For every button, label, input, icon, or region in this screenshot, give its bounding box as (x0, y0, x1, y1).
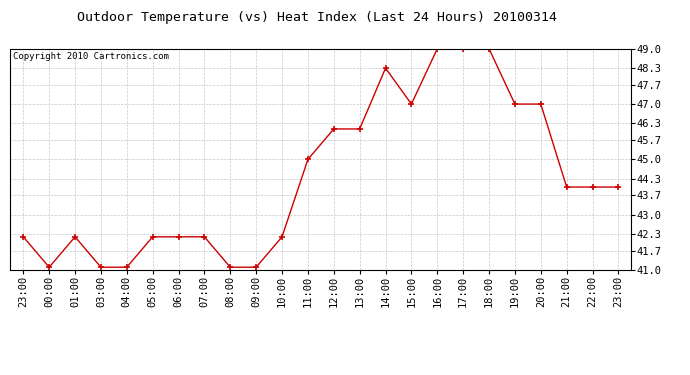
Text: Outdoor Temperature (vs) Heat Index (Last 24 Hours) 20100314: Outdoor Temperature (vs) Heat Index (Las… (77, 11, 558, 24)
Text: Copyright 2010 Cartronics.com: Copyright 2010 Cartronics.com (14, 52, 169, 61)
